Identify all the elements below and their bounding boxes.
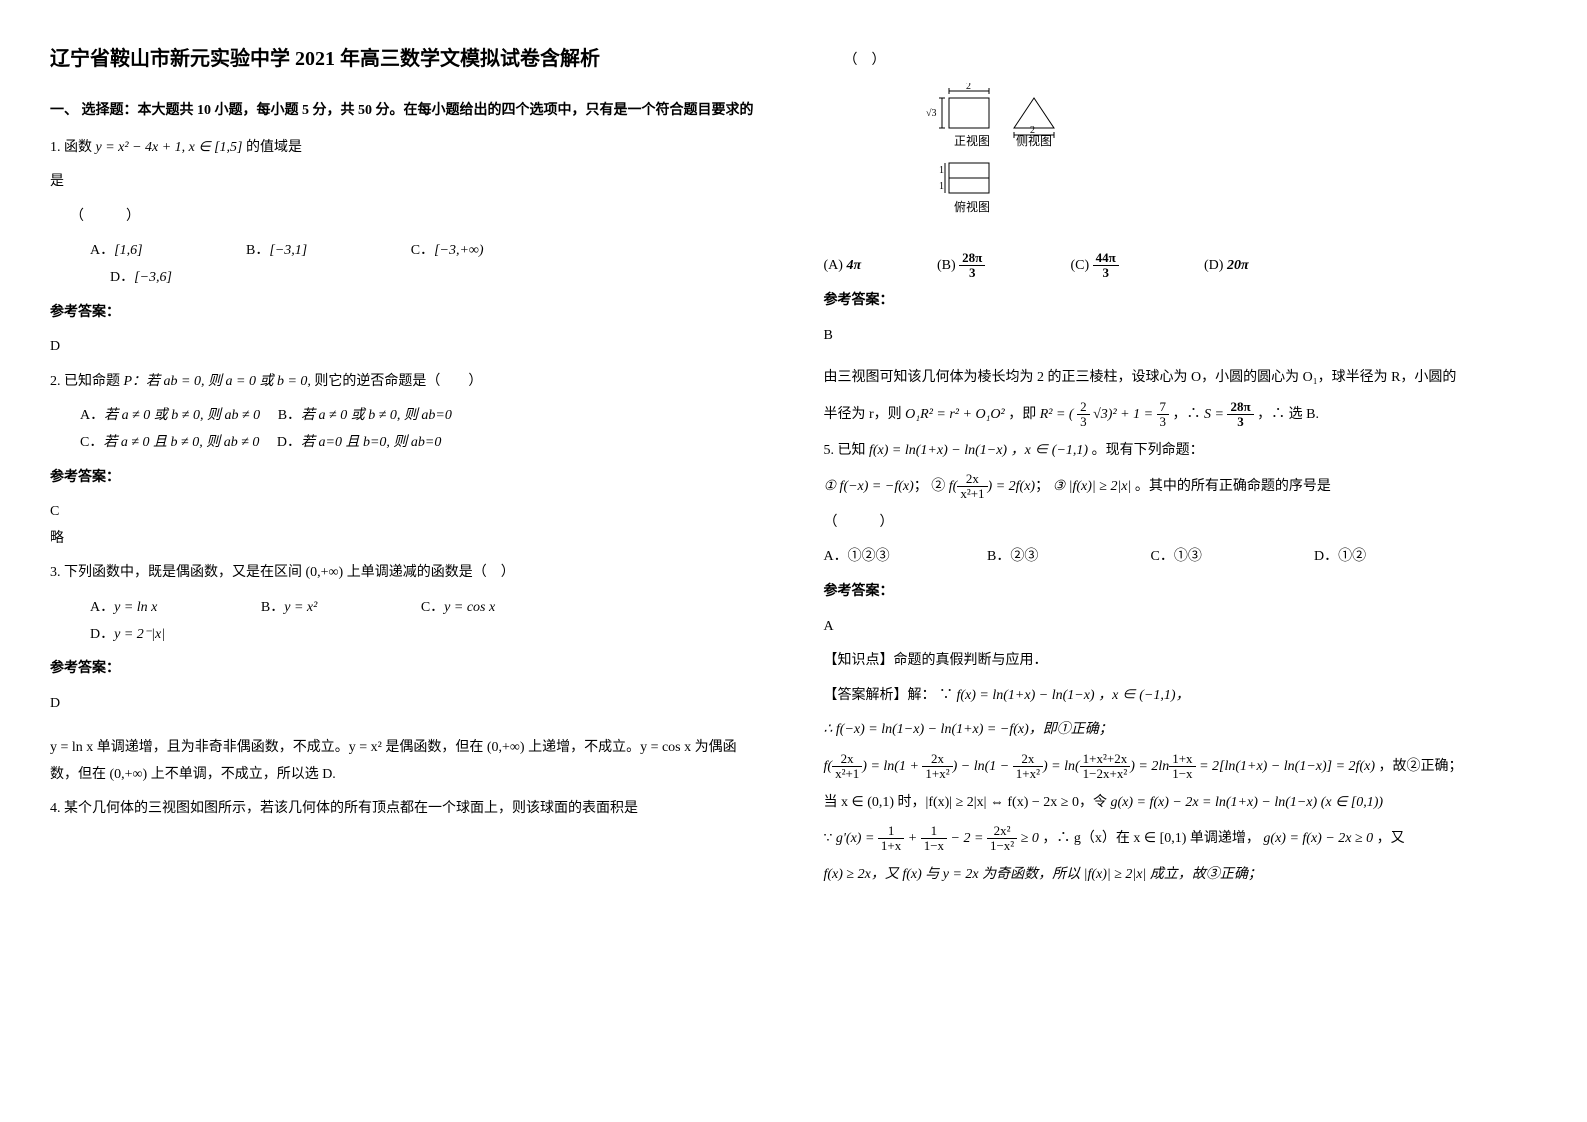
top-view-label: 俯视图 (954, 199, 990, 214)
q5-kp: 【知识点】命题的真假判断与应用． (824, 648, 1538, 675)
q5-sol5: ∵ g'(x) = 11+x + 11−x − 2 = 2x²1−x² ≥ 0 … (824, 824, 1538, 854)
q5-ans: A (824, 614, 1538, 641)
q1-optD-row: D．[−3,6] (90, 265, 764, 292)
q5-optB: B．②③ (987, 544, 1147, 571)
q4-optB: (B) 28π3 (937, 251, 1067, 281)
q5-optD: D．①② (1314, 544, 1366, 571)
q2-optD: D．若 a=0 且 b=0, 则 ab=0 (277, 435, 441, 450)
q1-optB: B．[−3,1] (246, 238, 357, 265)
q3-opts: A．y = ln x B．y = x² C．y = cos x D．y = 2⁻… (90, 595, 764, 648)
svg-text:1: 1 (939, 165, 944, 176)
q2-tail: 则它的逆否命题是（ ） (314, 374, 482, 389)
q2-p: P：若 ab = 0, 则 a = 0 或 b = 0, (124, 374, 311, 389)
q1-stem-pre: 1. 函数 (50, 140, 96, 155)
q4-optA: (A) 4π (824, 253, 934, 280)
q4-stem: 4. 某个几何体的三视图如图所示，若该几何体的所有顶点都在一个球面上，则该球面的… (50, 796, 764, 823)
q3-explain: y = ln x 单调递增，且为非奇非偶函数，不成立。y = x² 是偶函数，但… (50, 735, 764, 788)
q1-optC: C．[−3,+∞) (411, 238, 534, 265)
q2-optB: B．若 a ≠ 0 或 b ≠ 0, 则 ab=0 (278, 408, 452, 423)
q1-optA: A．[1,6] (90, 238, 193, 265)
q5-optC: C．①③ (1151, 544, 1311, 571)
q3-ans-label: 参考答案： (50, 656, 764, 683)
q5-optA: A．①②③ (824, 544, 984, 571)
q1-ans: D (50, 334, 764, 361)
q2-ans-label: 参考答案： (50, 465, 764, 492)
svg-text:2: 2 (966, 83, 971, 92)
q4-ans: B (824, 323, 1538, 350)
q5-sol3: f(2xx²+1) = ln(1 + 2x1+x²) − ln(1 − 2x1+… (824, 752, 1538, 782)
q3-optA: A．y = ln x (90, 595, 207, 622)
q5-sol6: f(x) ≥ 2x，又 f(x) 与 y = 2x 为奇函数，所以 |f(x)|… (824, 862, 1538, 889)
q4-ans-label: 参考答案： (824, 288, 1538, 315)
svg-text:√3: √3 (926, 108, 937, 119)
q1-stem: 1. 函数 y = x² − 4x + 1, x ∈ [1,5] 的值域是 (50, 135, 764, 162)
q1-stem-math: y = x² − 4x + 1, x ∈ [1,5] (96, 140, 243, 155)
q5-paren: （ ） (824, 510, 1538, 537)
q2-stem-text: 2. 已知命题 (50, 374, 120, 389)
q3-optB: B．y = x² (261, 595, 367, 622)
q4-opts: (A) 4π (B) 28π3 (C) 44π3 (D) 20π (824, 251, 1538, 281)
svg-text:1: 1 (939, 181, 944, 192)
q5-sol2: ∴ f(−x) = ln(1−x) − ln(1+x) = −f(x)，即①正确… (824, 717, 1538, 744)
q5-sol4: 当 x ∈ (0,1) 时，|f(x)| ≥ 2|x| ⇔ f(x) − 2x … (824, 790, 1538, 817)
q2-opts-row2: C．若 a ≠ 0 且 b ≠ 0, 则 ab ≠ 0 D．若 a=0 且 b=… (80, 430, 764, 457)
q4-explain1: 由三视图可知该几何体为棱长均为 2 的正三棱柱，设球心为 O，小圆的圆心为 O₁… (824, 365, 1538, 392)
q1-blank-line: 是 (50, 169, 764, 196)
q4-three-views: 2 √3 正视图 2 侧视图 1 1 (904, 83, 1104, 243)
q1-ans-label: 参考答案： (50, 300, 764, 327)
q2-optC: C．若 a ≠ 0 且 b ≠ 0, 则 ab ≠ 0 (80, 435, 259, 450)
q5-ans-label: 参考答案： (824, 579, 1538, 606)
q4-paren: （ ） (844, 48, 1538, 75)
q5-stem: 5. 已知 f(x) = ln(1+x) − ln(1−x) ，x ∈ (−1,… (824, 438, 1538, 465)
q2-optA: A．若 a ≠ 0 或 b ≠ 0, 则 ab ≠ 0 (80, 408, 260, 423)
q5-opts: A．①②③ B．②③ C．①③ D．①② (824, 544, 1538, 571)
q2-opts-row1: A．若 a ≠ 0 或 b ≠ 0, 则 ab ≠ 0 B．若 a ≠ 0 或 … (80, 403, 764, 430)
q3-optC: C．y = cos x (421, 595, 545, 622)
q1-paren: （ ） (70, 204, 764, 231)
side-view-label: 侧视图 (1016, 133, 1052, 148)
q2-note: 略 (50, 526, 764, 553)
q5-props: ① f(−x) = −f(x)； ② f(2xx²+1) = 2f(x)； ③ … (824, 472, 1538, 502)
q1-optD: D．[−3,6] (110, 265, 222, 292)
q3-optD: D．y = 2⁻|x| (90, 622, 215, 649)
front-view-label: 正视图 (954, 133, 990, 148)
q2-ans: C (50, 499, 764, 526)
q4-explain2: 半径为 r，则 O₁R² = r² + O₁O² ，即 R² = ( 23 √3… (824, 400, 1538, 430)
q3-ans: D (50, 691, 764, 718)
q2-stem: 2. 已知命题 P：若 ab = 0, 则 a = 0 或 b = 0, 则它的… (50, 369, 764, 396)
q1-opts: A．[1,6] B．[−3,1] C．[−3,+∞) (90, 238, 764, 265)
section-1: 一、 选择题：本大题共 10 小题，每小题 5 分，共 50 分。在每小题给出的… (50, 98, 764, 125)
q3-stem: 3. 下列函数中，既是偶函数，又是在区间 (0,+∞) 上单调递减的函数是（ ） (50, 560, 764, 587)
q4-optD: (D) 20π (1204, 253, 1249, 280)
q1-stem-suf: 的值域是 (246, 140, 302, 155)
exam-title: 辽宁省鞍山市新元实验中学 2021 年高三数学文模拟试卷含解析 (50, 40, 764, 78)
q5-sol1: 【答案解析】解： ∵ f(x) = ln(1+x) − ln(1−x) ，x ∈… (824, 683, 1538, 710)
q4-optC: (C) 44π3 (1071, 251, 1201, 281)
